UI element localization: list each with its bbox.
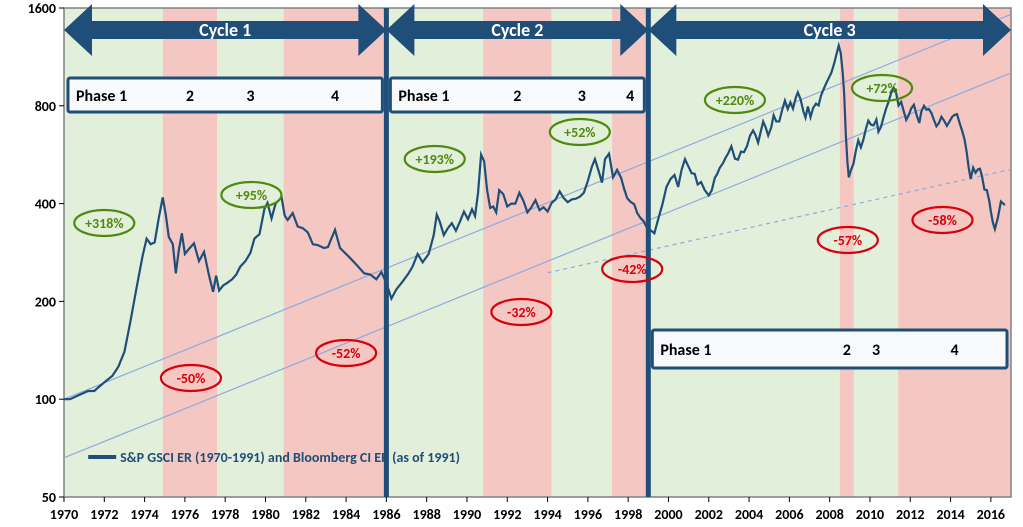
callout-text: -50% xyxy=(177,370,206,387)
phase-label: 2 xyxy=(186,87,194,106)
phase-label: 2 xyxy=(513,87,521,106)
phase-band xyxy=(898,8,1011,497)
phase-label: 4 xyxy=(626,87,634,106)
phase-label: Phase 1 xyxy=(398,87,449,106)
phase-band xyxy=(648,8,839,497)
callout-text: -58% xyxy=(928,212,957,229)
x-tick-label: 1996 xyxy=(574,506,602,523)
x-tick-label: 1982 xyxy=(292,506,320,523)
x-tick-label: 1974 xyxy=(130,506,158,523)
phase-label: 3 xyxy=(872,341,880,360)
commodity-cycles-chart: 50 100 200 400 800 1600 1970 1972 1974 1976 1978 19… xyxy=(0,0,1023,527)
x-tick-label: 1990 xyxy=(453,506,481,523)
x-tick-label: 2000 xyxy=(654,506,682,523)
cycle-label: Cycle 3 xyxy=(804,19,856,41)
callout-text: +52% xyxy=(564,124,595,141)
y-tick-label: 800 xyxy=(35,98,56,115)
callout-text: +220% xyxy=(716,92,754,109)
callout-text: +193% xyxy=(416,151,454,168)
phase-label: Phase 1 xyxy=(76,87,127,106)
x-tick-label: 1976 xyxy=(171,506,199,523)
cycle-label: Cycle 2 xyxy=(491,19,543,41)
x-tick-label: 2008 xyxy=(815,506,843,523)
x-tick-label: 2014 xyxy=(936,506,964,523)
y-tick-label: 50 xyxy=(42,489,56,506)
x-tick-label: 1994 xyxy=(533,506,561,523)
x-tick-label: 2006 xyxy=(775,506,803,523)
x-tick-label: 1980 xyxy=(251,506,279,523)
x-tick-label: 1992 xyxy=(493,506,521,523)
phase-label: 4 xyxy=(331,87,339,106)
x-tick-label: 1986 xyxy=(372,506,400,523)
cycle-label: Cycle 1 xyxy=(199,19,251,41)
callout-text: +318% xyxy=(85,215,123,232)
x-tick-label: 1978 xyxy=(211,506,239,523)
y-tick-label: 200 xyxy=(35,293,56,310)
x-tick-label: 2012 xyxy=(896,506,924,523)
callout-text: +95% xyxy=(236,187,267,204)
phase-label: 3 xyxy=(578,87,586,106)
y-tick-label: 1600 xyxy=(28,0,56,17)
x-tick-label: 1984 xyxy=(332,506,360,523)
callout-text: -42% xyxy=(618,261,647,278)
x-tick-label: 2004 xyxy=(735,506,763,523)
phase-label: Phase 1 xyxy=(660,341,711,360)
x-tick-label: 1988 xyxy=(412,506,440,523)
callout-text: -57% xyxy=(833,232,862,249)
y-tick-label: 400 xyxy=(35,196,56,213)
x-tick-label: 2002 xyxy=(695,506,723,523)
legend-label: S&P GSCI ER (1970-1991) and Bloomberg CI… xyxy=(120,449,460,466)
y-tick-label: 100 xyxy=(35,391,56,408)
phase-label: 4 xyxy=(951,341,959,360)
x-tick-label: 2016 xyxy=(977,506,1005,523)
x-tick-label: 1998 xyxy=(614,506,642,523)
x-tick-label: 1972 xyxy=(90,506,118,523)
x-tick-label: 2010 xyxy=(856,506,884,523)
phase-label: 2 xyxy=(843,341,851,360)
x-tick-label: 1970 xyxy=(50,506,78,523)
phase-label: 3 xyxy=(246,87,254,106)
callout-text: -52% xyxy=(332,345,361,362)
callout-text: +72% xyxy=(866,80,897,97)
callout-text: -32% xyxy=(507,304,536,321)
